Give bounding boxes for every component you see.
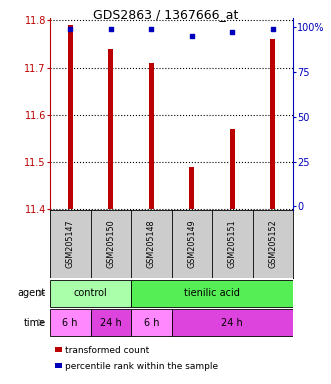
- Text: agent: agent: [18, 288, 46, 298]
- Text: GDS2863 / 1367666_at: GDS2863 / 1367666_at: [93, 8, 238, 21]
- Text: tienilic acid: tienilic acid: [184, 288, 240, 298]
- Text: 24 h: 24 h: [221, 318, 243, 328]
- Point: [270, 26, 275, 32]
- Text: 6 h: 6 h: [144, 318, 159, 328]
- Bar: [171, 310, 293, 336]
- Bar: [90, 310, 131, 336]
- Text: control: control: [73, 288, 107, 298]
- Text: 24 h: 24 h: [100, 318, 121, 328]
- Point: [189, 33, 194, 39]
- Text: GSM205150: GSM205150: [106, 220, 115, 268]
- Text: transformed count: transformed count: [65, 346, 150, 354]
- Point: [230, 29, 235, 35]
- Text: GSM205152: GSM205152: [268, 220, 277, 268]
- Text: GSM205151: GSM205151: [228, 220, 237, 268]
- Text: time: time: [24, 318, 46, 328]
- Bar: [270, 39, 275, 209]
- Bar: [131, 280, 293, 306]
- Text: GSM205149: GSM205149: [187, 220, 196, 268]
- Text: 6 h: 6 h: [63, 318, 78, 328]
- Point: [108, 26, 114, 32]
- Point: [68, 26, 73, 32]
- Bar: [149, 63, 154, 209]
- Point: [149, 26, 154, 32]
- Text: GSM205148: GSM205148: [147, 220, 156, 268]
- Bar: [189, 167, 194, 209]
- Text: percentile rank within the sample: percentile rank within the sample: [65, 362, 218, 371]
- Bar: [50, 280, 131, 306]
- Bar: [68, 25, 73, 209]
- Bar: [108, 49, 113, 209]
- Bar: [131, 310, 171, 336]
- Bar: [230, 129, 235, 209]
- Bar: [50, 310, 90, 336]
- Text: GSM205147: GSM205147: [66, 220, 75, 268]
